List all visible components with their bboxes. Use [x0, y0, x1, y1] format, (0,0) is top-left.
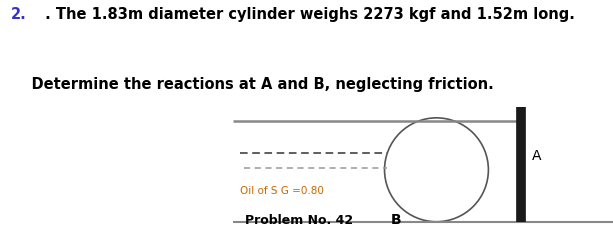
Text: B: B — [391, 213, 402, 227]
Text: 2.: 2. — [11, 7, 27, 22]
Text: Problem No. 42: Problem No. 42 — [245, 214, 353, 227]
Text: Oil of S G =0.80: Oil of S G =0.80 — [240, 186, 324, 196]
Text: Determine the reactions at A and B, neglecting friction.: Determine the reactions at A and B, negl… — [11, 77, 494, 92]
Text: A: A — [532, 149, 541, 163]
Text: . The 1.83m diameter cylinder weighs 2273 kgf and 1.52m long.: . The 1.83m diameter cylinder weighs 227… — [40, 7, 575, 22]
